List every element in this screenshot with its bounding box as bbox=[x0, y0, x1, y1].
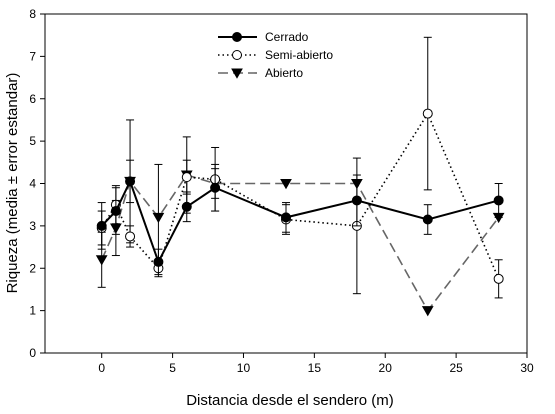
y-tick-label: 2 bbox=[29, 261, 36, 275]
data-point bbox=[210, 182, 221, 193]
x-tick-label: 5 bbox=[169, 361, 176, 375]
legend-marker bbox=[232, 32, 242, 42]
x-tick-label: 20 bbox=[379, 361, 393, 375]
series-layer bbox=[95, 36, 505, 317]
series-line bbox=[101, 111, 500, 280]
series-abierto bbox=[95, 119, 505, 317]
axis-ticks: 0 5 10 15 20 25 30 0 1 2 3 4 5 6 7 8 bbox=[29, 7, 534, 375]
data-point bbox=[493, 273, 504, 284]
data-point bbox=[281, 212, 291, 223]
legend-marker bbox=[232, 50, 242, 60]
legend-label: Semi-abierto bbox=[265, 48, 333, 62]
x-axis-title: Distancia desde el sendero (m) bbox=[186, 392, 394, 409]
data-point bbox=[125, 176, 136, 187]
x-tick-label: 25 bbox=[449, 361, 463, 375]
data-point bbox=[421, 306, 434, 317]
legend: Cerrado Semi-abierto Abierto bbox=[218, 30, 333, 80]
data-point bbox=[153, 256, 164, 267]
data-point bbox=[422, 214, 433, 225]
legend-label: Cerrado bbox=[265, 30, 309, 44]
y-tick-label: 0 bbox=[29, 346, 36, 360]
data-point bbox=[125, 231, 136, 242]
x-tick-label: 0 bbox=[98, 361, 105, 375]
data-point bbox=[422, 108, 433, 119]
series-line bbox=[100, 178, 499, 265]
data-point bbox=[95, 255, 108, 266]
x-tick-label: 30 bbox=[520, 361, 534, 375]
data-point bbox=[280, 179, 292, 190]
legend-label: Abierto bbox=[265, 66, 303, 80]
data-point bbox=[181, 172, 192, 183]
y-tick-label: 6 bbox=[29, 92, 36, 106]
x-tick-label: 15 bbox=[308, 361, 322, 375]
y-tick-label: 4 bbox=[29, 177, 36, 191]
y-tick-label: 8 bbox=[29, 7, 36, 21]
data-point bbox=[110, 206, 121, 217]
x-tick-label: 10 bbox=[237, 361, 251, 375]
y-tick-label: 7 bbox=[29, 49, 36, 63]
data-point bbox=[351, 195, 362, 206]
y-tick-label: 1 bbox=[29, 304, 36, 318]
y-tick-label: 3 bbox=[29, 219, 36, 233]
series-cerrado bbox=[96, 159, 504, 276]
y-axis-title: Riqueza (media ± error estandar) bbox=[4, 73, 21, 294]
data-point bbox=[493, 195, 504, 206]
data-point bbox=[96, 220, 107, 231]
data-point bbox=[181, 201, 192, 212]
legend-marker bbox=[231, 68, 243, 79]
data-point bbox=[152, 212, 165, 224]
y-tick-label: 5 bbox=[29, 134, 36, 148]
series-line bbox=[100, 174, 500, 313]
